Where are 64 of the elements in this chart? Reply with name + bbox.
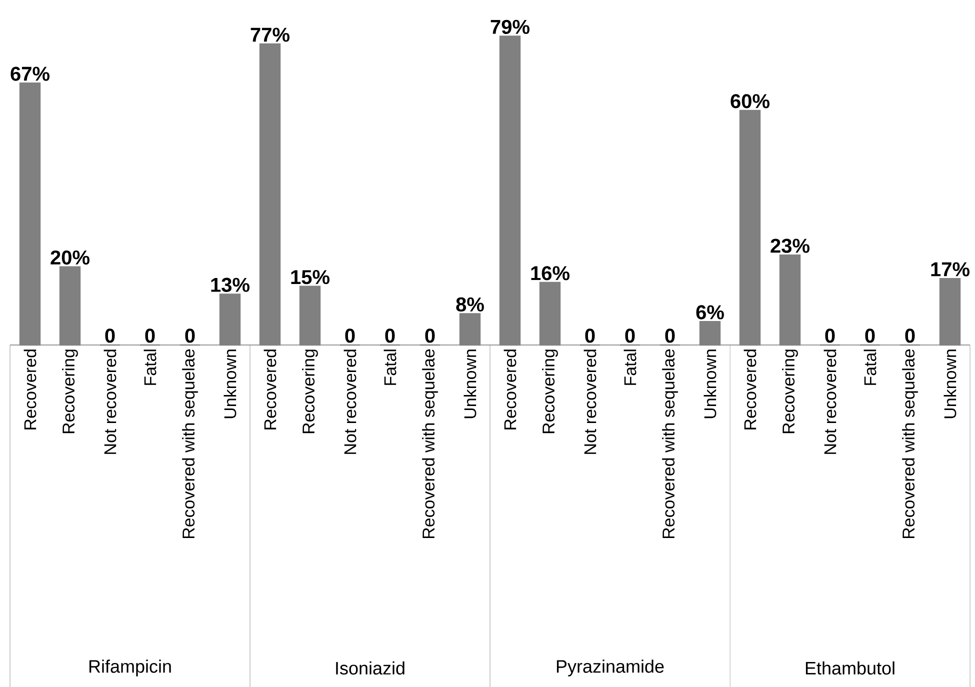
x-tick-label: Unknown <box>464 350 476 418</box>
data-label: 17% <box>931 262 970 276</box>
data-label: 79% <box>490 20 530 34</box>
data-label: 23% <box>770 238 810 253</box>
x-tick-label: Unknown <box>944 350 956 418</box>
data-label: 0 <box>625 328 635 343</box>
bar <box>779 254 801 346</box>
data-label: 0 <box>665 328 675 343</box>
x-tick-label: Recovered with sequelae <box>182 349 198 538</box>
data-label: 13% <box>211 278 250 292</box>
x-tick-label: Fatal <box>864 350 876 385</box>
x-tick-label: Recovering <box>542 350 558 434</box>
text: Ethambutol <box>806 661 894 675</box>
x-tick-label: Unknown <box>224 350 236 418</box>
data-label: 0 <box>425 328 435 343</box>
bar <box>19 82 41 346</box>
bar <box>219 293 241 346</box>
data-label: 0 <box>185 328 195 343</box>
x-tick-label: Recovered <box>24 350 36 430</box>
text: Rifampicin <box>89 660 171 676</box>
bar <box>459 313 481 346</box>
data-label: 0 <box>865 328 875 343</box>
bar <box>539 282 561 346</box>
data-label: 77% <box>250 28 290 42</box>
x-tick-label: Fatal <box>624 350 636 385</box>
bar <box>59 266 81 346</box>
x-tick-label: Recovered with sequelae <box>902 349 918 538</box>
x-tick-label: Recovering <box>302 350 318 434</box>
data-label: 0 <box>585 328 595 343</box>
x-tick-label: Fatal <box>384 350 396 385</box>
data-label: 0 <box>105 328 115 343</box>
data-label: 0 <box>905 328 915 343</box>
x-tick-label: Fatal <box>144 350 156 385</box>
text: Pyrazinamide <box>556 660 664 676</box>
x-tick-label: Recovered <box>504 350 516 430</box>
bar <box>699 320 721 346</box>
bar <box>299 286 321 346</box>
data-label: 0 <box>145 328 155 343</box>
data-label: 60% <box>730 94 770 108</box>
data-label: 67% <box>10 66 50 81</box>
x-tick-label: Recovered <box>744 350 756 430</box>
x-tick-label: Recovering <box>782 350 798 434</box>
bar <box>499 35 521 346</box>
x-tick-label: Not recovered <box>104 350 116 454</box>
data-label: 20% <box>50 250 90 265</box>
x-tick-label: Recovered <box>264 350 276 430</box>
x-tick-label: Recovered with sequelae <box>422 349 438 538</box>
x-tick-label: Not recovered <box>824 350 836 454</box>
text: Isoniazid <box>336 661 404 675</box>
bar <box>939 278 961 346</box>
data-label: 16% <box>531 266 570 280</box>
data-label: 0 <box>385 328 395 343</box>
data-label: 6% <box>696 305 724 320</box>
x-tick-label: Recovering <box>62 350 78 434</box>
data-label: 0 <box>825 328 835 343</box>
x-tick-label: Not recovered <box>344 350 356 454</box>
x-tick-label: Unknown <box>704 350 716 418</box>
bar <box>259 43 281 346</box>
x-tick-label: Not recovered <box>584 350 596 454</box>
bar <box>739 110 761 346</box>
data-label: 0 <box>345 328 355 343</box>
x-tick-label: Recovered with sequelae <box>662 349 678 538</box>
data-label: 15% <box>291 270 330 284</box>
data-label: 8% <box>456 297 484 312</box>
